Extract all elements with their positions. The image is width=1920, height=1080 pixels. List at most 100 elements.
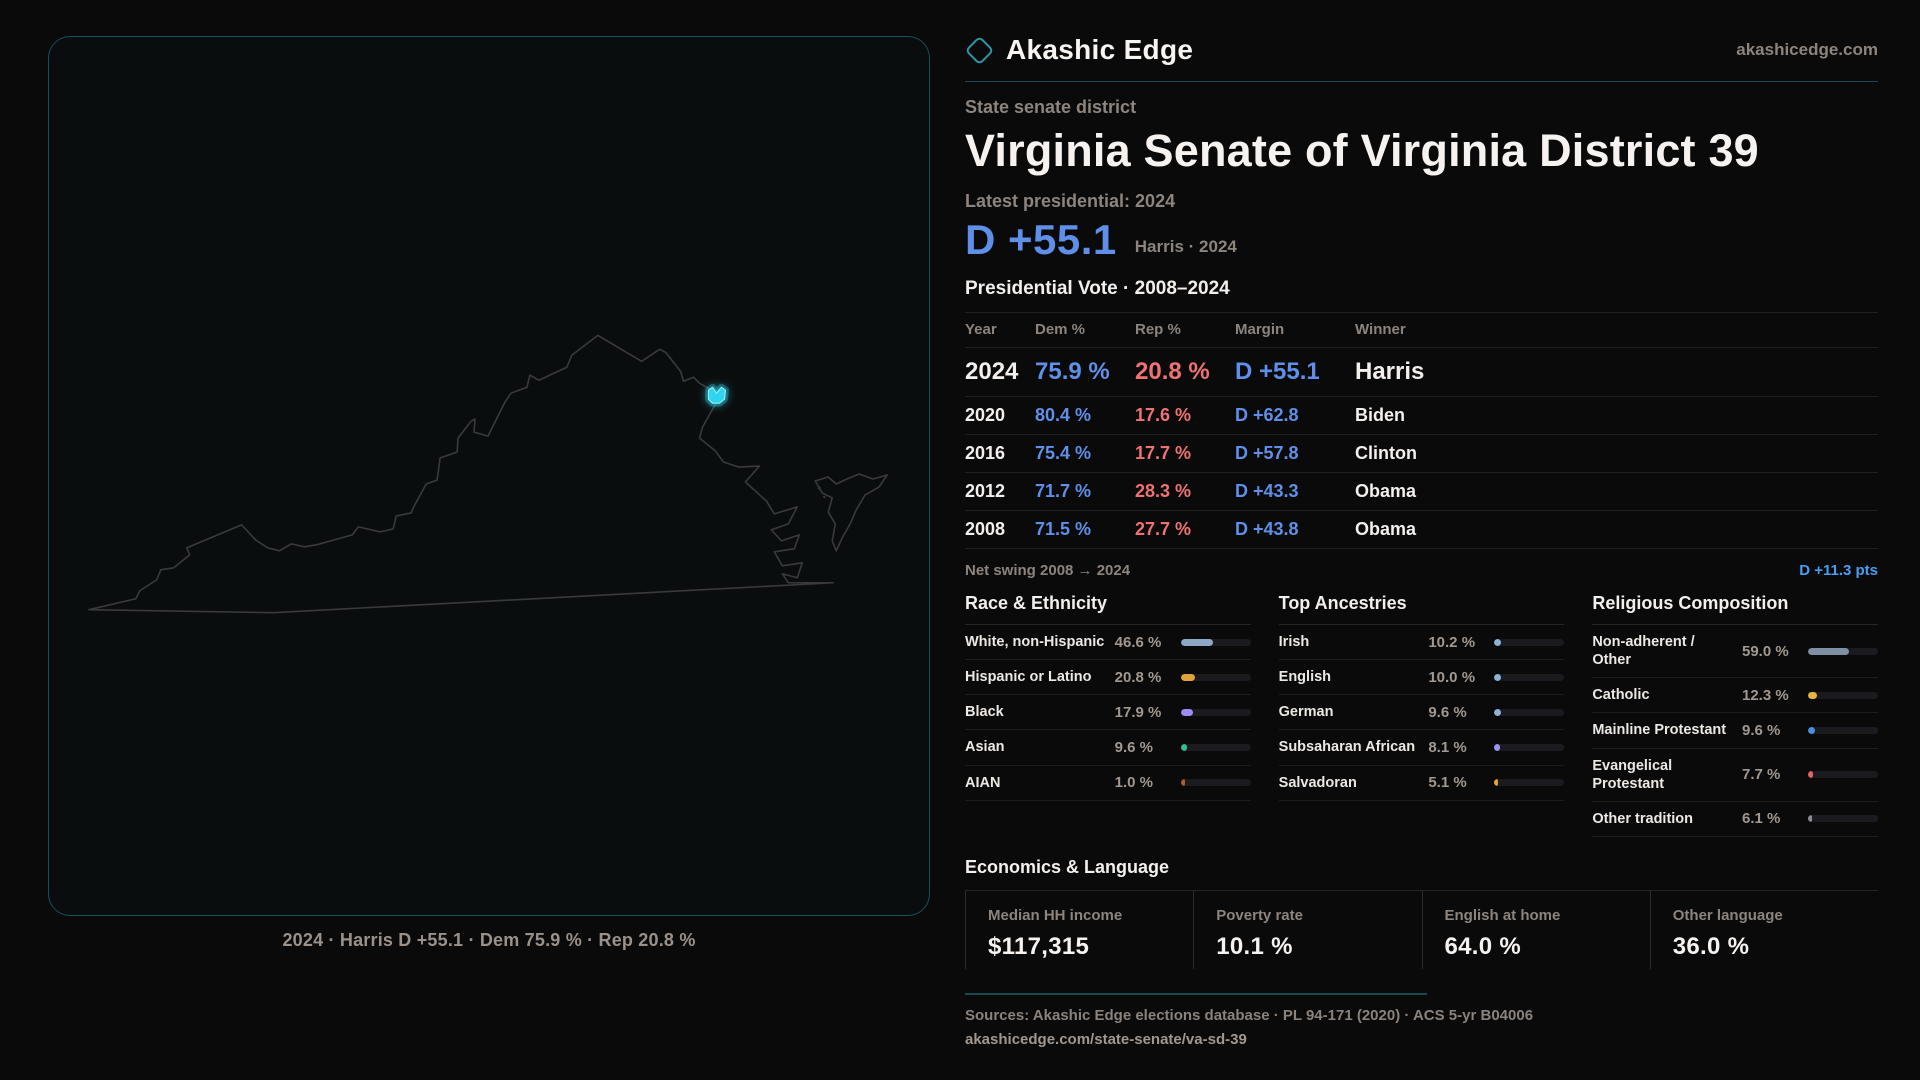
demographic-bar [1180,638,1251,646]
demographic-bar-fill [1494,673,1502,681]
demographic-label: Evangelical Protestant [1592,757,1673,792]
demographic-row: AIAN 1.0 % [965,766,1251,801]
demographic-label: English [1278,669,1332,686]
district-map-panel [48,36,930,916]
demographic-value: 1.0 % [1114,774,1154,792]
vote-table-row: 2012 71.7 % 28.3 % D +43.3 Obama [965,473,1878,511]
demographic-value: 5.1 % [1428,774,1467,792]
vote-dem-cell: 75.4 % [1035,443,1092,463]
demographic-row: White, non-Hispanic 46.6 % [965,625,1251,661]
demographic-bar-fill [1180,638,1214,646]
economics-stat: Poverty rate 10.1 % [1193,890,1421,969]
demographic-row: Mainline Protestant 9.6 % [1592,713,1878,749]
economics-stat: English at home 64.0 % [1421,890,1650,969]
demographic-label: Other tradition [1592,810,1694,827]
vote-winner-cell: Obama [1355,519,1417,539]
demographic-bar [1494,743,1565,751]
net-swing-row: Net swing 2008 → 2024 D +11.3 pts [965,562,1878,579]
demographic-row: Irish 10.2 % [1278,625,1565,661]
district-type-kicker: State senate district [965,97,1137,117]
demographic-label: Salvadoran [1278,774,1357,791]
demographic-bar-fill [1807,815,1813,823]
demographic-value: 10.0 % [1428,668,1476,686]
demographic-row: Hispanic or Latino 20.8 % [965,660,1251,696]
vote-table-row: 2008 71.5 % 27.7 % D +43.8 Obama [965,511,1878,549]
headline-margin-value: D +55.1 [965,216,1117,263]
demographics-grid: Race & Ethnicity White, non-Hispanic 46.6 … [965,593,1878,837]
bay-island-dot [823,495,826,499]
demographic-bar-fill [1180,673,1196,681]
brand-domain-link[interactable]: akashicedge.com [1736,40,1878,59]
brand-name: Akashic Edge [1006,34,1194,65]
permalink[interactable]: akashicedge.com/state-senate/va-sd-39 [965,1030,1247,1048]
vote-rep-cell: 27.7 % [1135,519,1192,539]
demographic-value: 10.2 % [1428,633,1476,651]
vote-margin-cell: D +55.1 [1235,358,1320,385]
demographic-bar [1494,708,1565,716]
demographic-bar [1807,647,1878,655]
vote-rep-cell: 20.8 % [1135,358,1210,385]
vote-year-cell: 2024 [965,358,1019,385]
demographic-value: 46.6 % [1114,633,1162,651]
economics-stats: Median HH income $117,315 Poverty rate 10.1… [965,890,1878,969]
brand-header: Akashic Edge akashicedge.com [964,30,1878,70]
demographic-bar [1180,673,1251,681]
demographic-label: Hispanic or Latino [965,669,1092,686]
net-swing-label: Net swing 2008 → 2024 [965,562,1131,579]
demographic-row: German 9.6 % [1278,695,1565,731]
demographic-label: AIAN [965,774,1001,791]
demographic-label: Asian [965,739,1005,756]
economics-stat-label: Other language [1672,906,1783,924]
vote-table-row: 2016 75.4 % 17.7 % D +57.8 Clinton [965,435,1878,473]
demographic-value: 20.8 % [1114,668,1162,686]
demographic-label: German [1278,704,1334,721]
vote-table-column-header: Year [965,321,997,338]
vote-table-column-header: Winner [1355,321,1406,338]
demographic-value: 12.3 % [1741,686,1789,704]
footer-divider [965,992,1427,995]
demographic-bar [1807,726,1878,734]
demographic-bar-fill [1180,779,1185,787]
demographic-bar [1807,771,1878,779]
demographic-row: Subsaharan African 8.1 % [1278,730,1565,766]
eastern-shore-outline [814,473,888,552]
headline-margin-row: D +55.1 Harris · 2024 [965,216,1878,264]
demographic-bar-fill [1494,743,1500,751]
vote-table-row: 2020 80.4 % 17.6 % D +62.8 Biden [965,397,1878,435]
vote-winner-cell: Harris [1355,358,1425,385]
demographic-value: 9.6 % [1114,738,1154,756]
economics-stat: Median HH income $117,315 [965,890,1193,969]
economics-stat-value: 10.1 % [1216,932,1293,960]
demographic-row: Other tradition 6.1 % [1592,802,1878,837]
vote-dem-cell: 71.7 % [1035,481,1092,501]
vote-table: Year Dem % Rep % Margin Winner 2024 75.9 % 20.8… [965,312,1878,549]
demographic-value: 8.1 % [1428,738,1467,756]
demographic-bar-fill [1180,743,1188,751]
demographic-row: English 10.0 % [1278,660,1565,696]
demographic-bar [1180,743,1251,751]
economics-stat-label: Median HH income [988,906,1123,924]
demographic-bar [1494,779,1565,787]
net-swing-value: D +11.3 pts [1799,562,1878,579]
page-title: Virginia Senate of Virginia District 39 [965,125,1759,176]
demographic-bar [1494,673,1565,681]
demographics-column-title: Religious Composition [1592,593,1878,625]
demographic-bar [1180,779,1251,787]
demographic-value: 9.6 % [1741,721,1781,739]
vote-table-column-header: Margin [1235,321,1285,338]
vote-rep-cell: 17.6 % [1135,405,1192,425]
headline-margin-sub: Harris · 2024 [1134,237,1237,256]
demographic-bar-fill [1807,691,1817,699]
demographic-bar-fill [1180,708,1194,716]
vote-table-title: Presidential Vote · 2008–2024 [965,278,1230,299]
demographic-value: 59.0 % [1741,642,1789,660]
demographic-bar-fill [1494,779,1499,787]
demographic-value: 17.9 % [1114,703,1162,721]
demographic-row: Asian 9.6 % [965,730,1251,766]
demographic-value: 7.7 % [1741,766,1781,784]
economics-stat-label: Poverty rate [1216,906,1303,924]
demographic-bar-fill [1807,726,1815,734]
vote-dem-cell: 80.4 % [1035,405,1092,425]
demographic-label: Subsaharan African [1278,739,1416,756]
vote-margin-cell: D +62.8 [1235,405,1299,425]
